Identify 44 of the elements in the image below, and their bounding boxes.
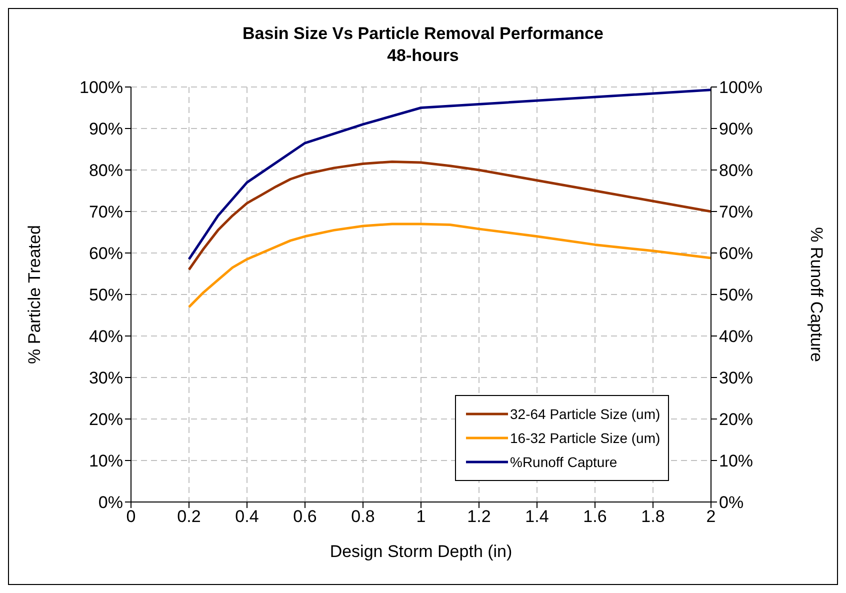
y-tick-label: 90% <box>88 120 123 139</box>
line-series <box>188 222 711 308</box>
x-tick-label: 0.6 <box>293 507 317 526</box>
y-tick-label: 20% <box>88 410 123 430</box>
chart-subtitle: 48-hours <box>386 45 460 67</box>
x-tick-label: 2 <box>706 507 716 526</box>
y2-tick-label: 70% <box>719 202 754 222</box>
x-tick-label: 1.4 <box>525 507 549 526</box>
x-tick-label: 0.2 <box>177 507 201 526</box>
x-tick-label: 1.8 <box>641 507 665 526</box>
x-tick-label: 1.6 <box>583 507 607 526</box>
y-tick-label: 70% <box>88 202 123 222</box>
y2-axis-title: % Runoff Capture <box>806 227 826 362</box>
y-tick-label: 30% <box>88 368 123 388</box>
y-tick-label: 40% <box>88 327 123 346</box>
y-tick-label: 10% <box>88 452 123 471</box>
y-tick-label: 60% <box>88 244 123 264</box>
y2-tick-label: 100% <box>719 78 762 98</box>
line-series <box>188 88 711 260</box>
legend-label: 32-64 Particle Size (um) <box>510 405 660 424</box>
y2-tick-label: 30% <box>719 368 754 388</box>
y2-tick-label: 60% <box>719 244 754 264</box>
legend-label: 16-32 Particle Size (um) <box>510 429 660 448</box>
y-tick-label: 50% <box>88 286 123 305</box>
y2-tick-label: 40% <box>719 327 754 346</box>
chart-title: Basin Size Vs Particle Removal Performance <box>242 23 604 45</box>
y-tick-label: 100% <box>80 78 123 98</box>
y2-tick-label: 20% <box>719 410 754 430</box>
line-series <box>188 160 711 271</box>
y2-tick-label: 0% <box>719 493 744 512</box>
legend-label: %Runoff Capture <box>510 453 618 472</box>
y-tick-label: 80% <box>88 161 123 180</box>
x-tick-label: 1 <box>416 507 426 526</box>
y2-tick-label: 50% <box>719 286 754 305</box>
x-tick-label: 1.2 <box>467 507 491 526</box>
y2-tick-label: 10% <box>719 452 754 471</box>
y2-tick-label: 90% <box>719 120 754 139</box>
x-tick-label: 0 <box>126 507 136 526</box>
y-tick-label: 0% <box>98 493 123 512</box>
y-axis-title: % Particle Treated <box>25 225 44 364</box>
x-tick-label: 0.4 <box>235 507 259 526</box>
x-tick-label: 0.8 <box>351 507 375 526</box>
y2-tick-label: 80% <box>719 161 754 180</box>
x-axis-title: Design Storm Depth (in) <box>330 542 512 561</box>
